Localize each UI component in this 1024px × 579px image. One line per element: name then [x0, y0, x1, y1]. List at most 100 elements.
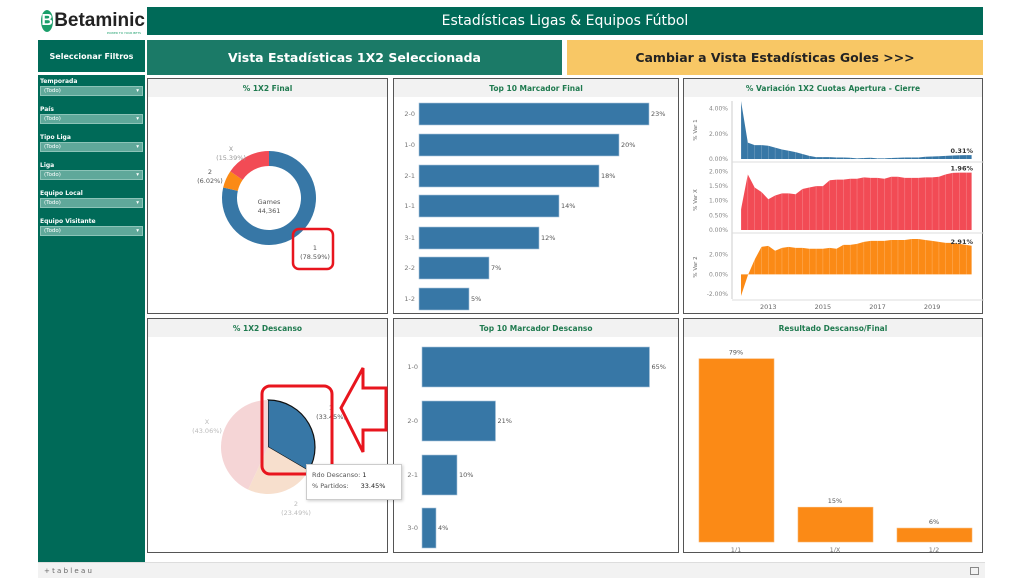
slice-value: (33.45%) — [316, 413, 346, 421]
slice-label: 1 — [313, 244, 317, 252]
column-1/2[interactable] — [896, 527, 973, 543]
switch-view-button[interactable]: Cambiar a Vista Estadísticas Goles >>> — [567, 40, 983, 75]
column-1/1[interactable] — [698, 358, 775, 543]
y-tick-label: -2.00% — [707, 291, 729, 298]
filter-value: (Todo) — [44, 88, 61, 94]
dropdown-arrow-icon: ▾ — [136, 228, 139, 234]
y-axis-title: % Var 2 — [693, 256, 699, 277]
y-tick-label: 1.50% — [709, 183, 728, 190]
filter-1: País (Todo) ▾ — [40, 106, 143, 124]
category-label: 2-1 — [404, 172, 415, 180]
filter-dropdown[interactable]: (Todo) ▾ — [40, 86, 143, 96]
panel-top10-descanso: Top 10 Marcador Descanso 1-0 65% 2-0 21% 2-1 1… — [393, 318, 679, 553]
slice-label: 2 — [208, 168, 212, 176]
area--var-x[interactable] — [741, 172, 972, 230]
filter-value: (Todo) — [44, 228, 61, 234]
filter-value: (Todo) — [44, 116, 61, 122]
bar-2-1[interactable] — [418, 164, 600, 188]
x-tick-label: 2015 — [815, 303, 832, 311]
dropdown-arrow-icon: ▾ — [136, 172, 139, 178]
area--var-2[interactable] — [741, 238, 972, 297]
filter-dropdown[interactable]: (Todo) ▾ — [40, 226, 143, 236]
bar-2-0[interactable] — [421, 400, 496, 442]
bar-2-1[interactable] — [421, 454, 458, 496]
end-value-label: 0.31% — [950, 147, 973, 155]
filter-label: Equipo Visitante — [40, 218, 96, 225]
slice-value: (78.59%) — [300, 253, 330, 261]
slice-label: 1 — [329, 404, 333, 412]
pie-slice-X[interactable] — [221, 400, 268, 490]
slice-label: 2 — [294, 500, 298, 508]
filter-dropdown[interactable]: (Todo) ▾ — [40, 198, 143, 208]
y-tick-label: 2.00% — [709, 252, 728, 259]
dashboard-title: Estadísticas Ligas & Equipos Fútbol — [147, 7, 983, 35]
column-chart[interactable]: 79% 1/1 15% 1/X 6% 1/2 — [684, 319, 984, 554]
pie-chart[interactable]: 1(33.45%)2(23.49%)X(43.06%) — [148, 319, 389, 554]
value-label: 18% — [601, 172, 615, 180]
tooltip-label: Rdo Descanso: — [312, 471, 361, 479]
betaminic-logo: B Betaminic POWER TO YOUR BETS — [38, 6, 145, 36]
filter-0: Temporada (Todo) ▾ — [40, 78, 143, 96]
bar-chart[interactable]: 2-0 23% 1-0 20% 2-1 18% 1-1 14% 3-1 12% 2-2 7% 1-2 5% — [394, 79, 680, 315]
slice-value: (15.39%) — [216, 154, 246, 162]
value-label: 65% — [652, 363, 666, 371]
tooltip: Rdo Descanso: 1 % Partidos: 33.45% — [306, 464, 402, 500]
logo-tagline: POWER TO YOUR BETS — [106, 31, 141, 35]
filter-dropdown[interactable]: (Todo) ▾ — [40, 142, 143, 152]
y-tick-label: 0.00% — [709, 227, 728, 234]
tooltip-label: % Partidos: — [312, 482, 349, 490]
donut-slice-2[interactable] — [223, 171, 243, 191]
category-label: 1/1 — [731, 546, 741, 554]
tableau-logo[interactable]: + t a b l e a u — [44, 566, 92, 575]
end-value-label: 1.96% — [950, 165, 973, 173]
filter-dropdown[interactable]: (Todo) ▾ — [40, 170, 143, 180]
filter-dropdown[interactable]: (Todo) ▾ — [40, 114, 143, 124]
panel-title: % Variación 1X2 Cuotas Apertura - Cierre — [684, 79, 982, 97]
column-1/X[interactable] — [797, 506, 874, 543]
end-value-label: 2.91% — [950, 238, 973, 246]
logo-mark-icon: B — [41, 10, 54, 32]
bar-1-0[interactable] — [421, 346, 650, 388]
area--var-1[interactable] — [741, 101, 972, 159]
slice-value: (23.49%) — [281, 509, 311, 517]
value-label: 7% — [491, 264, 501, 272]
current-view-button[interactable]: Vista Estadísticas 1X2 Seleccionada — [147, 40, 562, 75]
panel-odds-variation: % Variación 1X2 Cuotas Apertura - Cierre… — [683, 78, 984, 315]
bar-1-2[interactable] — [418, 287, 470, 311]
value-label: 20% — [621, 141, 635, 149]
tooltip-value: 1 — [362, 471, 367, 479]
category-label: 2-1 — [407, 471, 418, 479]
value-label: 12% — [541, 234, 555, 242]
y-axis-title: % Var X — [693, 189, 699, 211]
category-label: 3-0 — [407, 524, 418, 532]
center-label: Games — [258, 198, 281, 206]
dropdown-arrow-icon: ▾ — [136, 116, 139, 122]
value-label: 15% — [828, 497, 842, 505]
category-label: 1-2 — [404, 295, 415, 303]
bar-3-0[interactable] — [421, 507, 437, 549]
fullscreen-icon[interactable] — [970, 566, 979, 575]
category-label: 1-0 — [404, 141, 415, 149]
filters-sidebar: Temporada (Todo) ▾ País (Todo) ▾ Tipo Liga (… — [38, 75, 145, 562]
category-label: 2-0 — [407, 417, 418, 425]
bar-1-0[interactable] — [418, 133, 620, 157]
bar-2-0[interactable] — [418, 102, 650, 126]
bar-2-2[interactable] — [418, 256, 490, 280]
value-label: 79% — [729, 349, 743, 357]
bar-chart[interactable]: 1-0 65% 2-0 21% 2-1 10% 3-0 4% — [394, 319, 680, 554]
x-tick-label: 2017 — [869, 303, 886, 311]
bar-3-1[interactable] — [418, 226, 540, 250]
donut-slice-X[interactable] — [230, 151, 269, 180]
y-tick-label: 2.00% — [709, 168, 728, 175]
x-tick-label: 2019 — [924, 303, 941, 311]
y-tick-label: 1.00% — [709, 198, 728, 205]
donut-slice-1[interactable] — [222, 151, 316, 245]
filters-title: Seleccionar Filtros — [38, 40, 145, 73]
dropdown-arrow-icon: ▾ — [136, 88, 139, 94]
value-label: 4% — [438, 524, 448, 532]
panel-descanso-final: Resultado Descanso/Final 79% 1/1 15% 1/X 6% 1/… — [683, 318, 984, 554]
area-chart[interactable]: 0.00% 2.00% 4.00% % Var 1 0.31% 0.00% 0.50% 1.0… — [684, 79, 984, 315]
bar-1-1[interactable] — [418, 194, 560, 218]
filter-3: Liga (Todo) ▾ — [40, 162, 143, 180]
